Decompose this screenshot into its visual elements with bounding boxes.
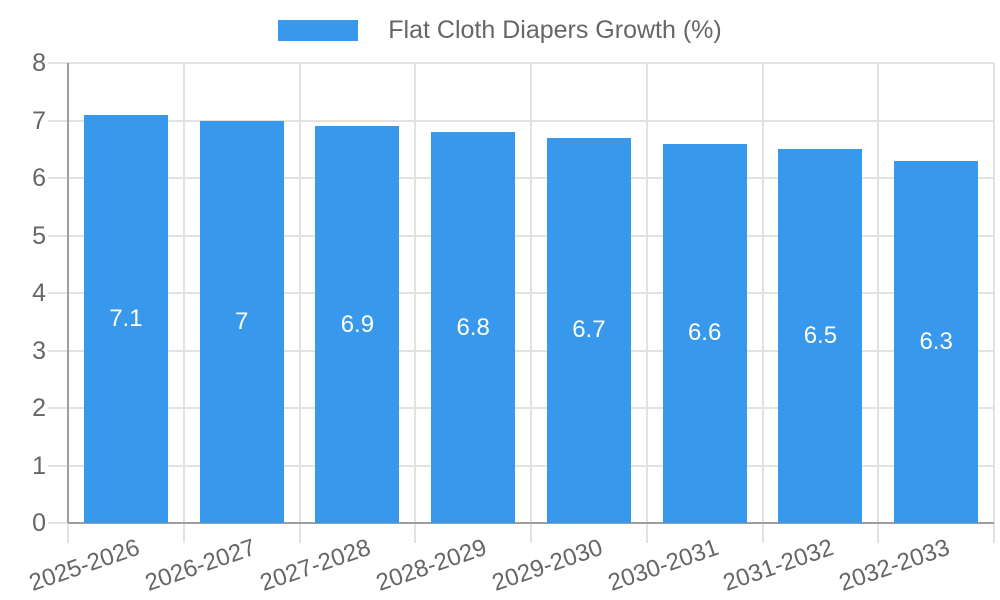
y-axis-line: [67, 63, 69, 523]
x-gridline: [993, 63, 995, 543]
x-gridline: [414, 63, 417, 543]
x-gridline: [530, 63, 532, 543]
y-tick-label: 6: [32, 164, 46, 192]
bar[interactable]: [546, 137, 631, 523]
bar[interactable]: [199, 120, 284, 523]
y-gridline: [48, 464, 994, 467]
bar[interactable]: [83, 114, 168, 523]
bar[interactable]: [778, 149, 863, 523]
y-tick-label: 7: [32, 106, 46, 135]
y-gridline: [48, 292, 994, 294]
legend-swatch: [278, 20, 359, 41]
bar[interactable]: [315, 126, 400, 523]
y-gridline: [48, 119, 994, 122]
y-tick-label: 4: [32, 279, 46, 307]
y-tick-label: 8: [32, 49, 46, 77]
y-tick-label: 5: [32, 221, 46, 250]
bar[interactable]: [431, 132, 516, 523]
y-gridline: [48, 177, 994, 179]
x-gridline: [761, 63, 764, 543]
y-tick-label: 0: [32, 509, 46, 537]
chart-legend-item[interactable]: Flat Cloth Diapers Growth (%): [0, 16, 1000, 45]
y-tick-label: 3: [32, 336, 46, 365]
bar[interactable]: [662, 143, 747, 523]
x-axis-line: [68, 522, 994, 524]
y-gridline: [48, 407, 994, 409]
bar[interactable]: [894, 160, 979, 523]
x-gridline: [877, 63, 880, 543]
x-gridline: [182, 63, 185, 543]
x-gridline: [645, 63, 648, 543]
y-gridline: [48, 349, 994, 352]
y-tick-label: 2: [32, 394, 46, 422]
legend-label: Flat Cloth Diapers Growth (%): [388, 16, 722, 44]
y-tick-label: 1: [32, 451, 46, 480]
y-gridline: [48, 234, 994, 237]
x-gridline: [298, 63, 301, 543]
y-gridline: [48, 62, 994, 64]
